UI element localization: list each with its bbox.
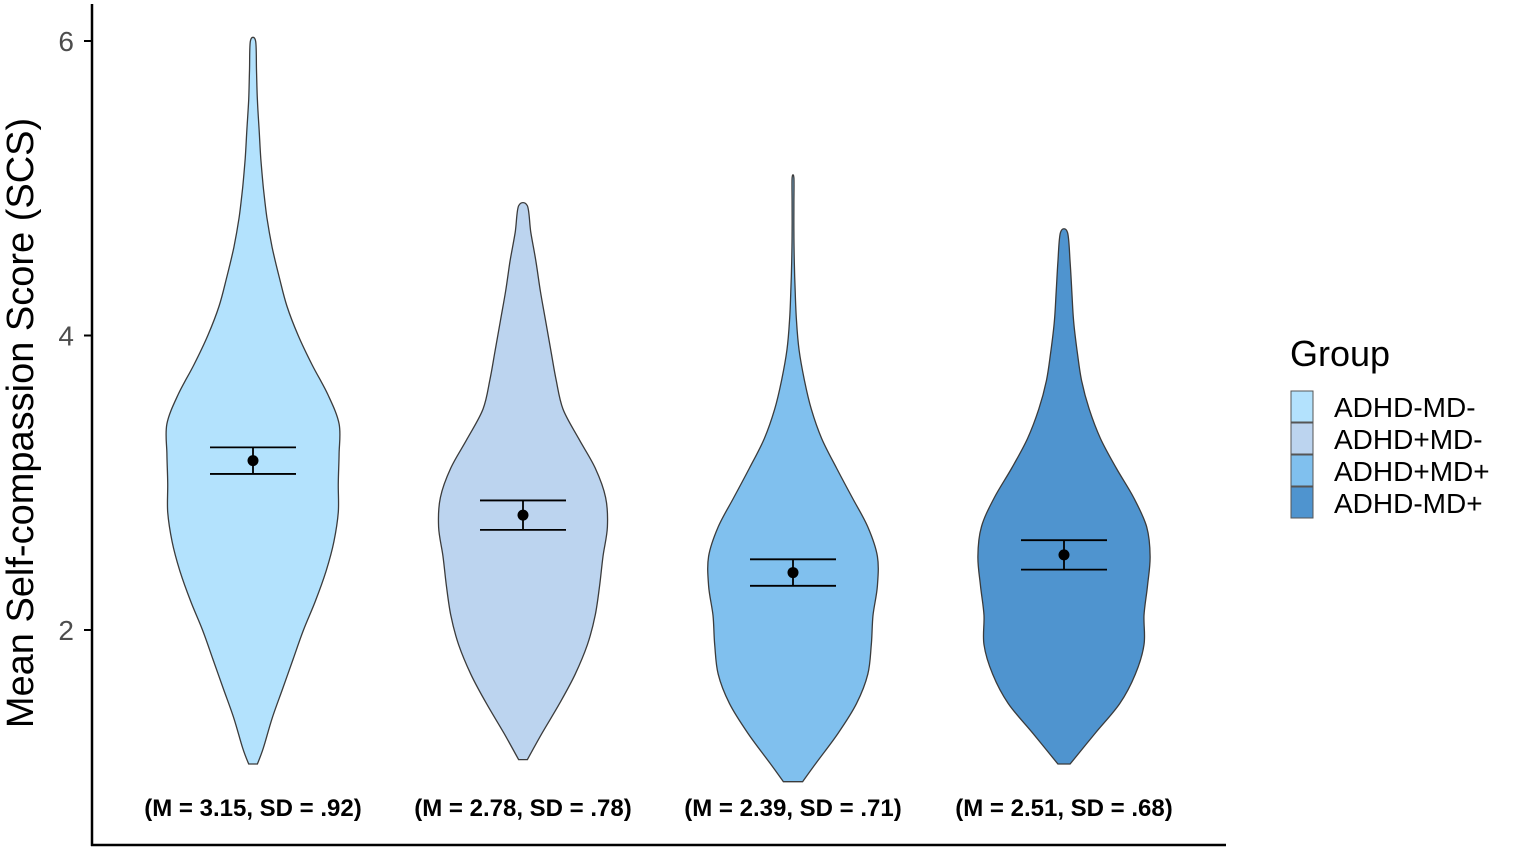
violin-adhd-md+ xyxy=(977,228,1151,765)
y-tick-label: 2 xyxy=(58,615,74,646)
mean-points-layer xyxy=(247,455,1070,579)
violins-layer xyxy=(165,36,1151,783)
mean-point xyxy=(517,509,529,521)
legend-swatch xyxy=(1290,390,1314,423)
legend-swatch xyxy=(1290,422,1314,455)
y-tick-label: 6 xyxy=(58,26,74,57)
legend-items: ADHD-MD-ADHD+MD-ADHD+MD+ADHD-MD+ xyxy=(1290,390,1490,519)
violin-adhd+md- xyxy=(437,201,609,761)
legend-label: ADHD-MD- xyxy=(1334,392,1476,423)
legend-swatch xyxy=(1290,454,1314,487)
stat-label: (M = 2.78, SD = .78) xyxy=(414,795,631,822)
legend-label: ADHD-MD+ xyxy=(1334,488,1483,519)
mean-point xyxy=(1058,549,1070,561)
legend-label: ADHD+MD- xyxy=(1334,424,1483,455)
y-tick-label: 4 xyxy=(58,321,74,352)
legend-title: Group xyxy=(1290,333,1390,374)
legend-swatch xyxy=(1290,486,1314,519)
stat-label: (M = 2.39, SD = .71) xyxy=(684,795,901,822)
legend: Group ADHD-MD-ADHD+MD-ADHD+MD+ADHD-MD+ xyxy=(1290,333,1490,519)
error-bars-layer xyxy=(210,446,1107,587)
stat-labels-layer: (M = 3.15, SD = .92) (M = 2.78, SD = .78)… xyxy=(144,795,1172,822)
stat-label: (M = 2.51, SD = .68) xyxy=(955,795,1172,822)
violin-adhd-md- xyxy=(165,36,341,765)
y-axis-title: Mean Self-compassion Score (SCS) xyxy=(0,118,42,728)
mean-point xyxy=(787,567,799,579)
y-ticks-layer: 2 4 6 xyxy=(58,26,92,646)
violin-adhd+md+ xyxy=(707,174,879,783)
mean-point xyxy=(247,455,259,467)
legend-label: ADHD+MD+ xyxy=(1334,456,1490,487)
stat-label: (M = 3.15, SD = .92) xyxy=(144,795,361,822)
